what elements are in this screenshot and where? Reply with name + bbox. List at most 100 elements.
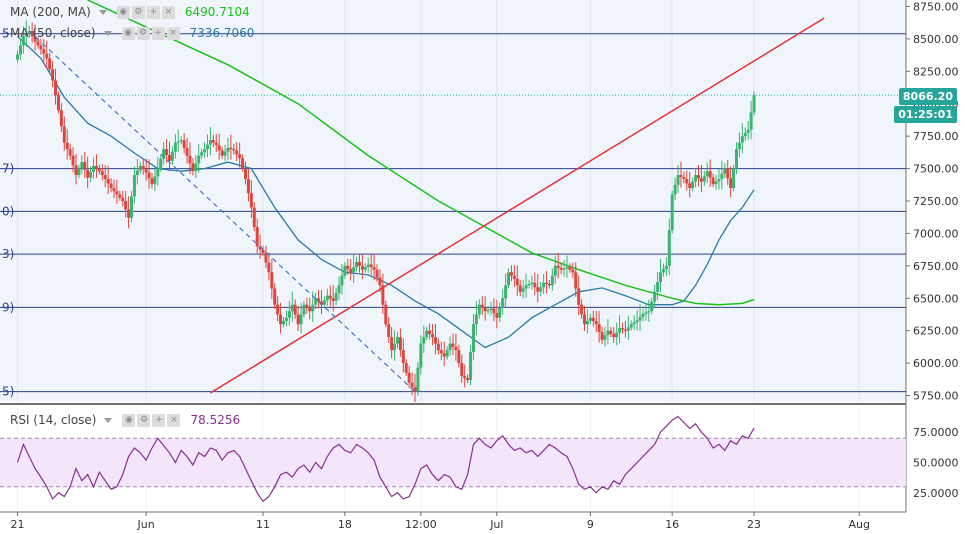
candle[interactable] xyxy=(226,147,230,152)
candle[interactable] xyxy=(197,155,201,164)
candle[interactable] xyxy=(340,275,344,286)
candle[interactable] xyxy=(550,275,554,286)
candle[interactable] xyxy=(378,277,382,286)
candle[interactable] xyxy=(407,372,411,383)
candle[interactable] xyxy=(124,201,128,210)
candle[interactable] xyxy=(603,335,607,340)
candle[interactable] xyxy=(498,307,502,318)
candle[interactable] xyxy=(609,330,613,334)
candle[interactable] xyxy=(752,95,756,113)
candle[interactable] xyxy=(623,329,627,331)
candle[interactable] xyxy=(308,307,312,312)
candle[interactable] xyxy=(597,324,601,332)
eye-icon[interactable]: ◉ xyxy=(122,413,136,427)
candle[interactable] xyxy=(471,324,475,353)
candle[interactable] xyxy=(194,163,198,172)
candle[interactable] xyxy=(401,350,405,364)
candle[interactable] xyxy=(530,282,534,284)
candle[interactable] xyxy=(740,136,744,143)
candle[interactable] xyxy=(217,145,221,151)
candle[interactable] xyxy=(682,177,686,179)
candle[interactable] xyxy=(419,343,423,368)
eye-icon[interactable]: ◉ xyxy=(116,5,130,19)
candle[interactable] xyxy=(390,337,394,351)
chevron-down-icon[interactable] xyxy=(98,9,107,15)
candle[interactable] xyxy=(705,171,709,177)
candle[interactable] xyxy=(635,320,639,323)
candle[interactable] xyxy=(425,330,429,338)
candle[interactable] xyxy=(100,171,104,176)
candle[interactable] xyxy=(571,269,575,273)
candle[interactable] xyxy=(387,324,391,338)
legend-ma50[interactable]: MA (50, close) ◉ ⚙ + × 7336.7060 xyxy=(10,25,254,41)
candle[interactable] xyxy=(714,181,718,185)
candle[interactable] xyxy=(688,183,692,189)
candle[interactable] xyxy=(121,197,125,201)
candle[interactable] xyxy=(144,169,148,173)
candle[interactable] xyxy=(16,54,20,60)
candle[interactable] xyxy=(141,165,145,170)
candle[interactable] xyxy=(80,162,84,169)
candle[interactable] xyxy=(433,337,437,344)
candle[interactable] xyxy=(626,327,630,331)
candle[interactable] xyxy=(574,272,578,289)
candle[interactable] xyxy=(92,165,96,172)
candle[interactable] xyxy=(606,330,610,336)
candle[interactable] xyxy=(495,313,499,318)
candle[interactable] xyxy=(559,267,563,270)
rsi-line[interactable] xyxy=(16,415,755,503)
candle[interactable] xyxy=(264,252,268,263)
candle[interactable] xyxy=(466,378,470,380)
candle[interactable] xyxy=(580,304,584,315)
candle[interactable] xyxy=(24,33,28,37)
candle[interactable] xyxy=(676,175,680,185)
candle[interactable] xyxy=(223,151,227,156)
candle[interactable] xyxy=(214,142,218,146)
candle[interactable] xyxy=(86,169,90,178)
close-icon[interactable]: × xyxy=(167,413,181,427)
candle[interactable] xyxy=(168,154,172,161)
candle[interactable] xyxy=(206,144,210,150)
candle[interactable] xyxy=(545,282,549,284)
candle[interactable] xyxy=(647,311,651,313)
candle[interactable] xyxy=(220,150,224,156)
candle[interactable] xyxy=(352,267,356,273)
candle[interactable] xyxy=(33,36,37,42)
candle[interactable] xyxy=(27,31,31,34)
chevron-down-icon[interactable] xyxy=(103,30,112,36)
candle[interactable] xyxy=(565,267,569,269)
candle[interactable] xyxy=(258,246,262,250)
candle[interactable] xyxy=(150,178,154,185)
candle[interactable] xyxy=(480,304,484,308)
candle[interactable] xyxy=(299,314,303,325)
candle[interactable] xyxy=(448,343,452,351)
candle[interactable] xyxy=(97,168,101,172)
candle[interactable] xyxy=(469,352,473,380)
candle[interactable] xyxy=(512,275,516,279)
candle[interactable] xyxy=(431,333,435,338)
chevron-down-icon[interactable] xyxy=(104,417,113,423)
candle[interactable] xyxy=(486,309,490,312)
candle[interactable] xyxy=(457,350,461,364)
candle[interactable] xyxy=(281,320,285,325)
candle[interactable] xyxy=(165,149,169,155)
candle[interactable] xyxy=(436,343,440,351)
candle[interactable] xyxy=(477,304,481,315)
candle[interactable] xyxy=(115,191,119,195)
candle[interactable] xyxy=(173,142,177,152)
candle[interactable] xyxy=(553,265,557,276)
candle[interactable] xyxy=(542,282,546,288)
candle[interactable] xyxy=(594,320,598,325)
candle[interactable] xyxy=(229,147,233,150)
candle[interactable] xyxy=(720,173,724,179)
candle[interactable] xyxy=(311,304,315,312)
candle[interactable] xyxy=(527,283,531,286)
candle[interactable] xyxy=(185,147,189,156)
candle[interactable] xyxy=(711,177,715,185)
legend-rsi[interactable]: RSI (14, close) ◉ ⚙ + × 78.5256 xyxy=(10,412,240,428)
close-icon[interactable]: × xyxy=(166,26,180,40)
settings-icon[interactable]: ⚙ xyxy=(131,5,145,19)
candle[interactable] xyxy=(68,149,72,156)
candle[interactable] xyxy=(267,262,271,273)
candle[interactable] xyxy=(343,265,347,276)
